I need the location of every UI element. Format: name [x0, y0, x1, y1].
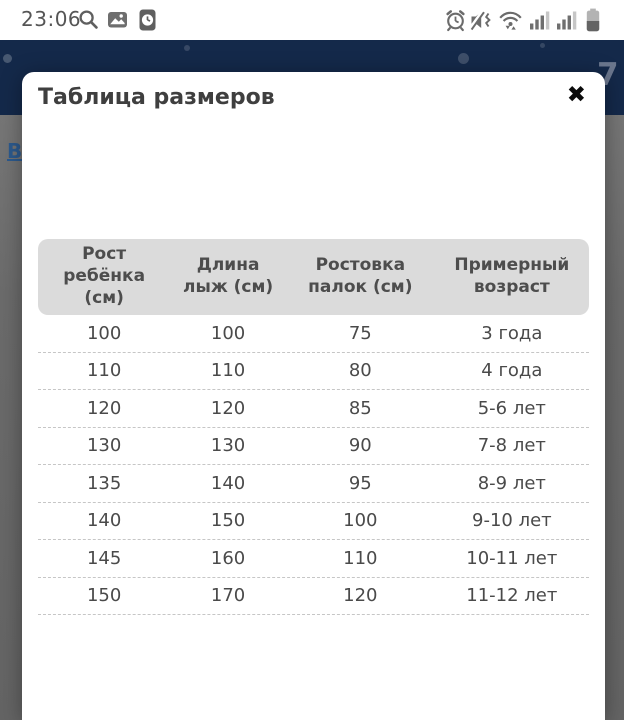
snowflake-decoration — [184, 45, 190, 51]
snowflake-decoration — [3, 54, 12, 63]
table-row: 130 130 90 7-8 лет — [38, 428, 589, 465]
table-row: 145 160 110 10-11 лет — [38, 540, 589, 578]
table-cell: 150 — [210, 510, 246, 532]
table-header-row: Рост ребёнка (см) Длина лыж (см) Ростовка … — [38, 239, 589, 315]
clock-app-notification-icon — [139, 9, 156, 31]
table-cell: 160 — [210, 547, 246, 569]
search-icon — [79, 10, 98, 29]
table-cell: 10-11 лет — [466, 547, 558, 569]
table-body: 100 100 75 3 года 110 110 80 4 года 120 120 85 5-6 … — [38, 315, 589, 615]
table-cell: 120 — [86, 397, 122, 419]
snowflake-decoration — [540, 43, 545, 48]
table-cell: 100 — [86, 322, 122, 344]
table-cell: 110 — [343, 547, 378, 569]
table-cell: 150 — [86, 585, 122, 607]
battery-icon — [586, 8, 600, 32]
table-cell: 170 — [210, 585, 246, 607]
table-cell: 130 — [210, 435, 246, 457]
table-cell: 120 — [210, 397, 246, 419]
table-cell: 4 года — [481, 360, 543, 382]
table-row: 140 150 100 9-10 лет — [38, 503, 589, 540]
table-row: 150 170 120 11-12 лет — [38, 578, 589, 615]
wifi-icon — [499, 11, 522, 30]
table-row: 120 120 85 5-6 лет — [38, 390, 589, 428]
table-cell: 140 — [86, 510, 122, 532]
status-bar: 23:06 — [0, 0, 624, 40]
table-cell: 100 — [210, 322, 246, 344]
table-cell: 90 — [348, 435, 372, 457]
size-table: Рост ребёнка (см) Длина лыж (см) Ростовка … — [38, 239, 589, 615]
table-cell: 100 — [343, 510, 378, 532]
table-cell: 110 — [86, 360, 122, 382]
table-cell: 140 — [210, 472, 246, 494]
gallery-notification-icon — [108, 12, 127, 28]
table-cell: 80 — [348, 360, 372, 382]
snowflake-decoration — [458, 53, 469, 64]
modal-title: Таблица размеров — [38, 85, 275, 110]
table-cell: 75 — [348, 322, 372, 344]
table-cell: 130 — [86, 435, 122, 457]
signal-bars-sim2-icon — [557, 11, 577, 30]
signal-bars-sim1-icon — [530, 11, 550, 30]
alarm-icon — [446, 10, 465, 32]
table-cell: 120 — [343, 585, 378, 607]
table-cell: 11-12 лет — [466, 585, 558, 607]
table-row: 100 100 75 3 года — [38, 315, 589, 353]
table-header-cell: Ростовка палок (см) — [308, 255, 413, 297]
table-header-cell: Примерный возраст — [454, 255, 570, 297]
table-cell: 7-8 лет — [477, 435, 546, 457]
table-row: 110 110 80 4 года — [38, 353, 589, 390]
table-header-cell: Длина лыж (см) — [183, 255, 274, 297]
partial-page-link[interactable]: В — [7, 139, 23, 163]
table-cell: 135 — [86, 472, 122, 494]
close-icon[interactable]: ✖ — [561, 78, 592, 113]
table-cell: 110 — [210, 360, 246, 382]
table-cell: 9-10 лет — [472, 510, 552, 532]
table-cell: 95 — [348, 472, 372, 494]
size-table-modal: Таблица размеров ✖ Рост ребёнка (см) Длин… — [22, 72, 605, 720]
table-cell: 5-6 лет — [477, 397, 546, 419]
table-cell: 85 — [348, 397, 372, 419]
table-cell: 3 года — [481, 322, 543, 344]
table-row: 135 140 95 8-9 лет — [38, 465, 589, 503]
vibrate-mute-icon — [469, 10, 491, 31]
table-header-cell: Рост ребёнка (см) — [63, 244, 146, 308]
clock-time: 23:06 — [21, 7, 82, 31]
table-cell: 8-9 лет — [477, 472, 546, 494]
table-cell: 145 — [86, 547, 122, 569]
